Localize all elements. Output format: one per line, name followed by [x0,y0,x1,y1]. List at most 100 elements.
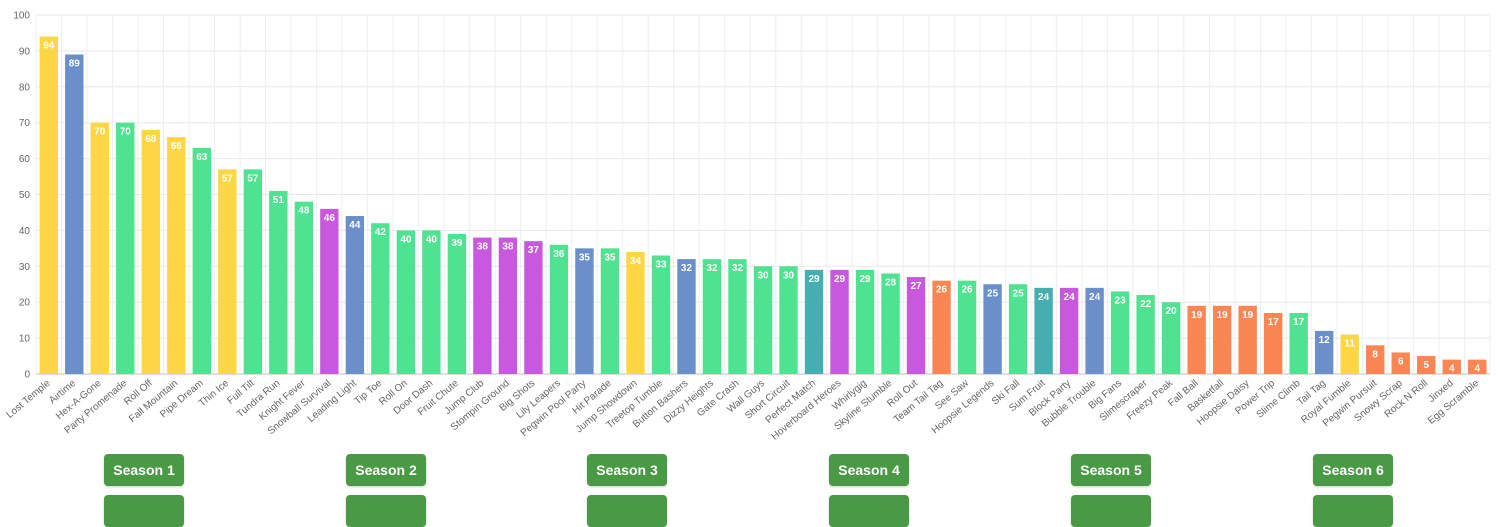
y-tick-label: 10 [19,334,31,345]
bar [855,269,875,374]
y-tick-label: 40 [19,226,31,237]
bar [167,137,186,374]
bar-value-label: 37 [528,245,540,256]
season-4-button[interactable]: Season 4 [829,454,909,486]
bar-value-label: 33 [655,260,667,271]
bar-value-label: 25 [1013,288,1025,299]
bar-value-label: 24 [1064,292,1076,303]
bar [39,36,58,374]
bar [830,269,849,374]
bar [575,248,594,374]
bar-value-label: 66 [171,141,183,152]
bar-value-label: 32 [681,263,693,274]
y-tick-label: 30 [19,262,31,273]
bar [473,237,492,374]
y-tick-label: 80 [19,82,31,93]
bar-value-label: 32 [732,263,744,274]
bar [447,233,467,374]
bar-value-label: 40 [400,234,412,245]
bar-value-label: 94 [43,41,55,52]
bar-value-label: 23 [1115,295,1127,306]
y-tick-label: 70 [19,118,31,129]
bar [702,259,722,374]
bar-value-label: 29 [834,274,846,285]
bar-value-label: 26 [936,285,948,296]
bar-value-label: 27 [910,281,922,292]
bar-value-label: 22 [1140,299,1152,310]
bar-value-label: 24 [1038,292,1050,303]
bar [1315,330,1334,374]
bar-value-label: 30 [783,270,795,281]
bar [1212,305,1232,374]
bar [1468,359,1487,374]
bar [906,277,926,374]
bar [1059,287,1079,374]
bar-value-label: 4 [1474,364,1480,375]
bar [1187,305,1206,374]
bar [1161,302,1181,374]
bar-value-label: 36 [553,249,565,260]
bar [957,280,977,374]
bar [549,244,569,374]
bar [422,230,441,374]
season-3-button[interactable]: Season 3 [587,454,667,486]
bar [932,280,951,374]
bar [1417,356,1436,374]
bar-value-label: 42 [375,227,387,238]
bar [141,129,160,374]
bar-value-label: 32 [706,263,718,274]
bar-value-label: 39 [451,238,463,249]
bar-value-label: 38 [477,242,489,253]
y-tick-label: 100 [13,11,30,22]
bar [116,122,135,374]
bar-value-label: 30 [757,270,769,281]
bar-value-label: 57 [222,173,234,184]
bar-value-label: 70 [120,127,132,138]
bar-value-label: 25 [987,288,999,299]
bar [320,208,339,374]
bar [269,190,288,374]
bar-value-label: 44 [349,220,361,231]
bar-value-label: 35 [579,252,591,263]
bar [753,266,773,374]
bar [983,284,1002,374]
y-tick-label: 50 [19,190,31,201]
y-tick-label: 0 [24,370,30,381]
season-5-button[interactable]: Season 5 [1071,454,1151,486]
season-1-button[interactable]: Season 1 [104,454,184,486]
bar [524,241,543,374]
bar-value-label: 89 [69,58,81,69]
bar [1110,291,1130,374]
bar [1366,345,1385,374]
bar-value-label: 40 [426,234,438,245]
bar-value-label: 29 [859,274,871,285]
bar-value-label: 19 [1242,310,1254,321]
bar-value-label: 20 [1166,306,1178,317]
bar-value-label: 63 [196,152,208,163]
y-tick-label: 20 [19,298,31,309]
bar [90,122,109,374]
bar [1391,352,1410,374]
bar [396,230,416,374]
bar-value-label: 6 [1398,356,1404,367]
bar [192,147,211,374]
y-tick-label: 90 [19,46,31,57]
bar-value-label: 29 [808,274,820,285]
bar-value-label: 48 [298,206,310,217]
bar-value-label: 19 [1217,310,1229,321]
bar [677,259,696,374]
bar [65,54,84,375]
bar-value-label: 24 [1089,292,1101,303]
season-2-button[interactable]: Season 2 [346,454,426,486]
bar [243,169,263,374]
bar-value-label: 46 [324,213,336,224]
bar [804,269,824,374]
bar [779,266,798,374]
bar-value-label: 38 [502,242,514,253]
season-6-button[interactable]: Season 6 [1313,454,1393,486]
y-tick-label: 60 [19,154,31,165]
bar [600,248,620,374]
bar [294,201,314,374]
bar [218,169,237,374]
bar-value-label: 19 [1191,310,1203,321]
